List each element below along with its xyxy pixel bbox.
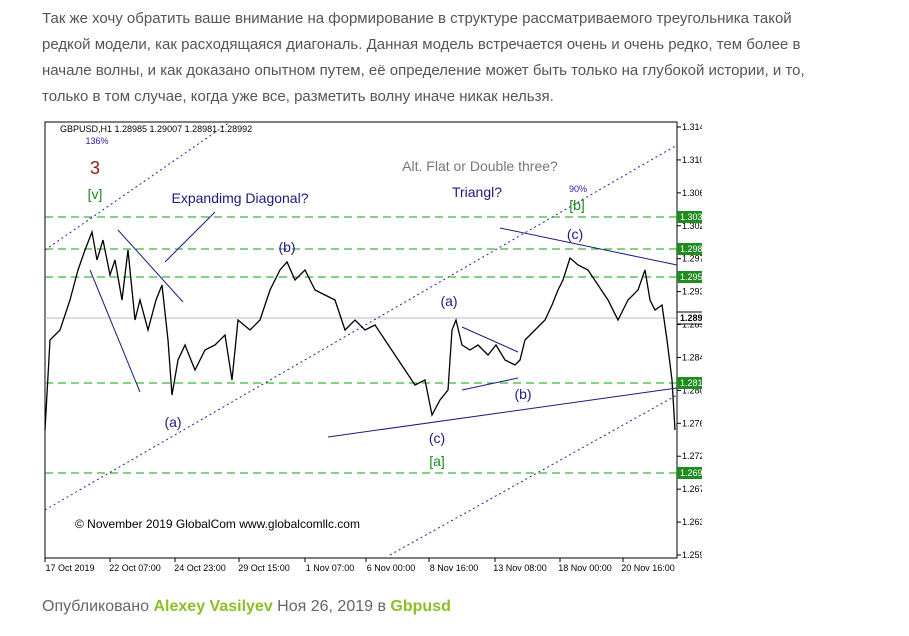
price-label: 1.26773 — [682, 484, 702, 494]
level-label: 1.30304 — [680, 212, 702, 222]
paragraph-line: начале волны, и как доказано опытном пут… — [42, 62, 805, 79]
author-link[interactable]: Alexey Vasilyev — [153, 598, 273, 615]
price-label: 1.30203 — [682, 221, 702, 231]
channel-lines — [44, 121, 678, 556]
paragraph-line: редкой модели, как расходящаяся диагонал… — [42, 36, 801, 53]
date-label: 20 Nov 16:00 — [621, 563, 675, 573]
annotation: 136% — [85, 136, 108, 146]
date-label: 29 Oct 15:00 — [238, 563, 290, 573]
copyright: © November 2019 GlobalCom www.globalcoml… — [75, 517, 360, 531]
level-label: 1.29519 — [680, 272, 702, 282]
annotation: 90% — [569, 184, 587, 194]
date-label: 13 Nov 08:00 — [493, 563, 547, 573]
paragraph-line: Так же хочу обратить ваше внимание на фо… — [42, 10, 792, 27]
annotation: 3 — [90, 158, 100, 178]
date-label: 8 Nov 16:00 — [430, 563, 479, 573]
level-badge — [677, 271, 702, 283]
annotation: (c) — [567, 226, 583, 242]
chart-header: GBPUSD,H1 1.28985 1.29007 1.28981 1.2899… — [60, 124, 252, 134]
price-label: 1.27203 — [682, 451, 702, 461]
annotation: Alt. Flat or Double three? — [402, 158, 558, 174]
level-badge — [677, 467, 702, 479]
level-badge — [677, 211, 702, 223]
price-label: 1.31063 — [682, 155, 702, 165]
level-label: 1.26976 — [680, 468, 702, 478]
price-label: 1.28923 — [682, 320, 702, 330]
price-label: 1.27633 — [682, 418, 702, 428]
date-label: 6 Nov 00:00 — [367, 563, 416, 573]
post-meta: Опубликовано Alexey Vasilyev Ноя 26, 201… — [42, 598, 451, 616]
price-line — [44, 229, 676, 431]
category-link[interactable]: Gbpusd — [390, 598, 451, 615]
level-badge — [677, 377, 702, 389]
price-label: 1.26343 — [682, 517, 702, 527]
price-label: 1.29343 — [682, 287, 702, 297]
level-label: 1.29876 — [680, 244, 702, 254]
date-label: 1 Nov 07:00 — [306, 563, 355, 573]
annotation: (c) — [429, 430, 445, 446]
date-label: 22 Oct 07:00 — [109, 563, 161, 573]
annotation: [v] — [88, 186, 103, 202]
current-price-badge — [676, 311, 702, 325]
plot-frame — [44, 121, 678, 559]
current-price-label: 1.28992 — [680, 313, 702, 323]
annotation: (a) — [440, 293, 457, 309]
wave-lines — [89, 211, 678, 438]
annotation: Expandimg Diagonal? — [172, 190, 309, 206]
annotation: (b) — [514, 386, 531, 402]
level-lines — [45, 216, 677, 474]
date-label: 24 Oct 23:00 — [174, 563, 226, 573]
price-label: 1.28493 — [682, 352, 702, 362]
annotation: [b] — [569, 197, 585, 213]
meta-prefix: Опубликовано — [42, 598, 150, 615]
annotation: (b) — [278, 239, 295, 255]
price-label: 1.25913 — [682, 550, 702, 560]
annotation: (a) — [164, 414, 181, 430]
date-label: 17 Oct 2019 — [45, 563, 94, 573]
meta-date: Ноя 26, 2019 в — [277, 598, 386, 615]
annotation: [a] — [429, 453, 445, 469]
date-label: 18 Nov 00:00 — [558, 563, 612, 573]
price-label: 1.31493 — [682, 122, 702, 132]
price-label: 1.29773 — [682, 254, 702, 264]
level-label: 1.28144 — [680, 378, 702, 388]
annotation: Triangl? — [452, 184, 502, 200]
chart-image: GBPUSD,H1 1.28985 1.29007 1.28981 1.2899… — [44, 121, 702, 573]
price-label: 1.30633 — [682, 188, 702, 198]
price-label: 1.28063 — [682, 385, 702, 395]
paragraph-line: только в том случае, когда уже все, разм… — [42, 88, 554, 105]
level-badge — [677, 243, 702, 255]
